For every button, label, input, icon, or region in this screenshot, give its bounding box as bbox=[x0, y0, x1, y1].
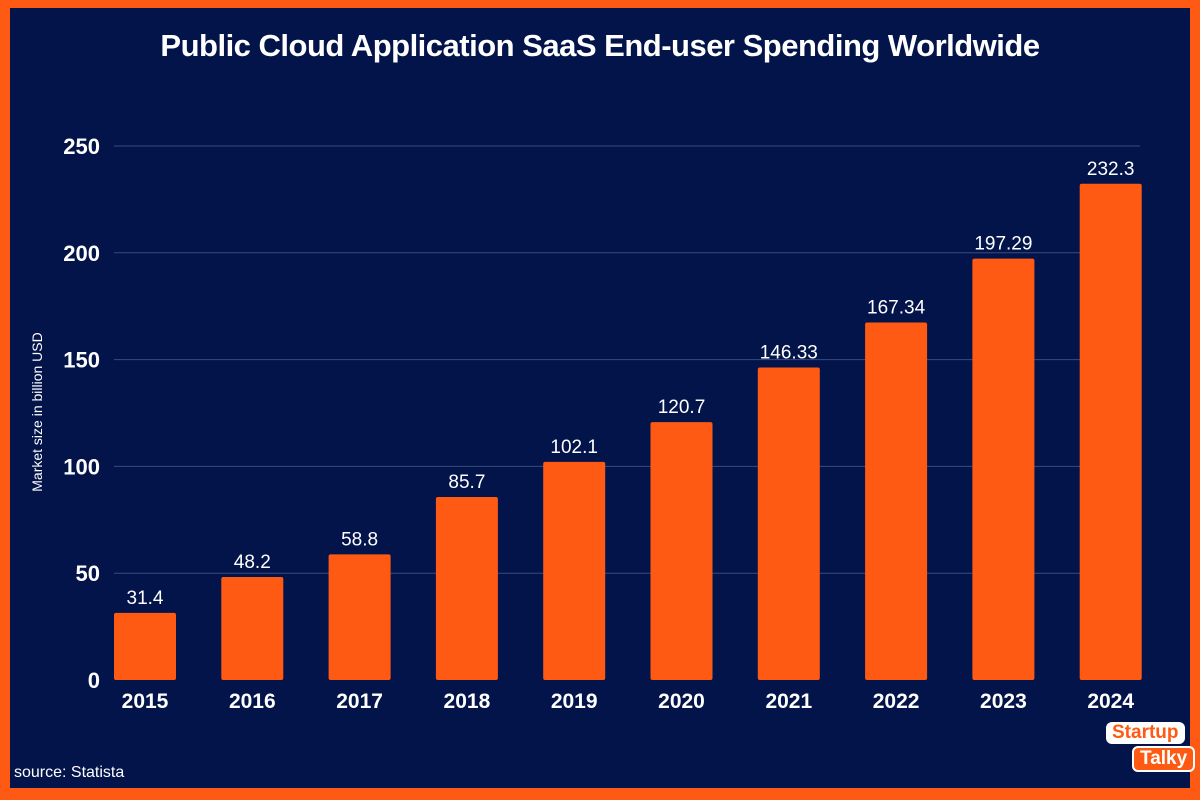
y-tick-label: 50 bbox=[76, 561, 100, 586]
y-tick-label: 0 bbox=[88, 668, 100, 693]
x-tick-label: 2020 bbox=[658, 690, 705, 713]
data-label: 232.3 bbox=[1087, 159, 1135, 180]
x-tick-label: 2023 bbox=[980, 690, 1027, 713]
x-tick-label: 2016 bbox=[229, 690, 276, 713]
x-tick-label: 2017 bbox=[336, 690, 383, 713]
bar-2023 bbox=[972, 258, 1035, 680]
bar-2022 bbox=[865, 322, 928, 680]
data-label: 120.7 bbox=[658, 397, 706, 418]
y-tick-label: 250 bbox=[63, 134, 100, 159]
x-tick-label: 2018 bbox=[444, 690, 491, 713]
startuptalky-logo: Startup Talky bbox=[1106, 722, 1196, 778]
x-tick-label: 2022 bbox=[873, 690, 920, 713]
bar-2016 bbox=[221, 577, 284, 680]
data-label: 31.4 bbox=[127, 588, 164, 609]
data-label: 85.7 bbox=[448, 472, 485, 493]
chart-title: Public Cloud Application SaaS End-user S… bbox=[160, 28, 1040, 63]
bar-2019 bbox=[543, 461, 606, 680]
bar-2017 bbox=[328, 554, 391, 680]
x-tick-label: 2021 bbox=[765, 690, 812, 713]
bar-2020 bbox=[650, 422, 713, 680]
x-tick-label: 2015 bbox=[122, 690, 169, 713]
y-tick-label: 200 bbox=[63, 241, 100, 266]
data-label: 102.1 bbox=[550, 437, 598, 458]
source-note: source: Statista bbox=[14, 764, 125, 781]
data-label: 58.8 bbox=[341, 529, 378, 550]
bar-2015 bbox=[114, 612, 176, 680]
y-tick-label: 100 bbox=[63, 454, 100, 479]
data-label: 48.2 bbox=[234, 552, 271, 573]
bar-2024 bbox=[1079, 183, 1142, 681]
data-label: 197.29 bbox=[974, 234, 1032, 255]
logo-line2: Talky bbox=[1132, 746, 1196, 772]
logo-line1: Startup bbox=[1106, 722, 1185, 744]
data-label: 146.33 bbox=[760, 342, 818, 363]
bar-2018 bbox=[435, 496, 498, 680]
data-label: 167.34 bbox=[867, 298, 926, 319]
x-tick-label: 2024 bbox=[1087, 690, 1134, 713]
x-tick-label: 2019 bbox=[551, 690, 598, 713]
bar-2021 bbox=[757, 367, 820, 680]
y-tick-label: 150 bbox=[63, 348, 100, 373]
